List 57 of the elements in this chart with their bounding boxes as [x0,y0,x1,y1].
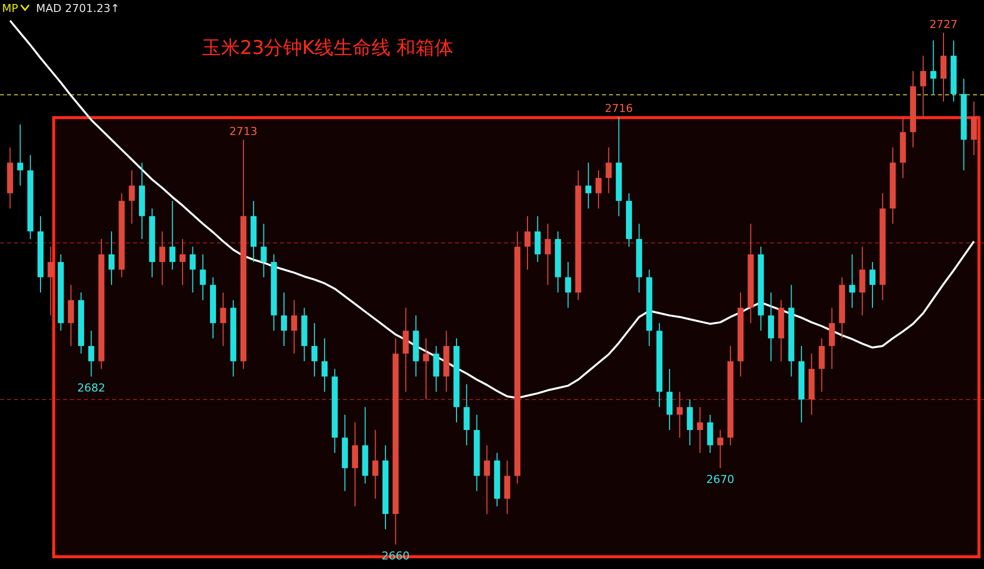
candlestick [88,330,94,378]
candlestick [859,246,866,316]
candlestick [696,406,703,454]
candlestick [402,307,409,392]
candlestick [869,261,876,308]
candlestick [676,391,683,438]
candlestick [565,261,572,308]
candlestick [200,254,206,301]
candlestick [849,254,856,308]
candlestick [48,246,54,316]
candlestick [606,146,612,194]
candlestick [433,345,440,392]
candlestick [260,223,267,278]
annotation: 2660 [382,550,410,563]
annotation: 2713 [229,124,258,138]
candlestick [544,223,551,286]
candlestick [940,32,946,102]
candlestick [17,124,24,186]
candlestick [169,200,176,270]
candlestick [970,101,977,156]
candlestick [352,422,358,507]
candlestick [828,307,835,370]
candlestick [707,414,714,454]
candlestick [281,292,288,346]
annotation: 2716 [604,102,633,115]
candlestick [322,338,328,392]
candlestick [585,162,592,210]
candlestick [128,170,135,224]
candlestick [504,460,510,515]
annotation: 2682 [77,382,106,395]
candlestick [534,216,541,262]
candlestick [464,384,470,446]
annotation: 2727 [929,18,958,31]
candlestick [686,398,693,446]
candlestick [291,300,298,354]
candlestick [596,170,602,210]
annotation: MP [2,2,18,15]
candlestick [484,444,490,515]
candlestick [524,216,531,270]
candlestick [768,292,774,362]
candlestick [180,238,186,286]
text: 玉米23分钟K线生命线 和箱体 [202,37,454,59]
candlestick [372,429,378,500]
annotation: 2670 [706,473,734,486]
candlestick [920,55,926,118]
candlestick [717,429,724,469]
candlestick [423,338,430,400]
candlestick [108,230,115,286]
candlestick [159,230,166,286]
candlestick [220,292,226,346]
candlestick [818,338,825,392]
candlestick [190,246,196,294]
candlestick [311,322,318,378]
annotation: MAD 2701.23↑ [36,2,120,15]
candlestick [68,284,74,346]
candlestick [666,368,673,430]
candlestick [930,40,936,94]
